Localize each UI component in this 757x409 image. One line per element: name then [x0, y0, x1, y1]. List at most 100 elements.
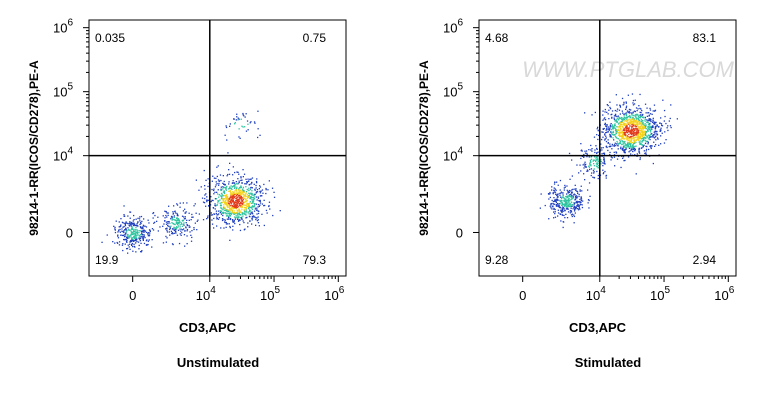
event-dot	[240, 217, 243, 219]
event-dot	[621, 116, 623, 119]
event-dot	[131, 233, 134, 236]
event-dot	[253, 197, 255, 200]
event-dot	[556, 199, 558, 201]
event-dot	[624, 117, 626, 119]
event-dot	[625, 101, 627, 103]
event-dot	[125, 240, 128, 242]
event-dot	[257, 210, 259, 212]
event-dot	[257, 136, 259, 139]
event-dot	[144, 230, 146, 232]
event-dot	[259, 199, 261, 202]
event-dot	[241, 204, 243, 207]
event-dot	[655, 121, 657, 124]
event-dot	[621, 137, 624, 139]
event-dot	[629, 142, 631, 144]
event-dot	[240, 202, 242, 204]
event-dot	[563, 189, 565, 191]
event-dot	[119, 225, 121, 228]
event-dot	[641, 114, 644, 116]
event-dot	[166, 216, 168, 218]
event-dot	[624, 141, 626, 143]
event-dot	[572, 208, 574, 210]
event-dot	[224, 221, 226, 223]
event-dot	[551, 208, 553, 210]
event-dot	[619, 132, 621, 134]
event-dot	[605, 132, 607, 134]
event-dot	[562, 200, 564, 202]
event-dot	[154, 221, 156, 223]
event-dot	[242, 186, 245, 188]
event-dot	[641, 119, 643, 122]
event-dot	[616, 118, 618, 120]
event-dot	[204, 197, 206, 200]
event-dot	[648, 119, 650, 121]
event-dot	[564, 203, 566, 205]
event-dot	[597, 166, 599, 169]
event-dot	[224, 201, 226, 203]
event-dot	[571, 159, 573, 161]
event-dot	[127, 244, 129, 246]
event-dot	[641, 110, 643, 112]
event-dot	[560, 200, 562, 203]
event-dot	[240, 196, 242, 198]
event-dot	[642, 124, 644, 126]
event-dot	[247, 204, 249, 206]
event-dot	[255, 196, 257, 198]
event-dot	[627, 142, 629, 144]
event-dot	[632, 112, 634, 114]
event-dot	[608, 118, 610, 120]
event-dot	[114, 226, 116, 229]
event-dot	[604, 111, 606, 113]
event-dot	[235, 212, 237, 215]
event-dot	[189, 231, 191, 233]
event-dot	[238, 136, 240, 138]
event-dot	[625, 118, 628, 120]
event-dot	[193, 205, 195, 207]
event-dot	[639, 158, 641, 161]
event-dot	[152, 212, 155, 214]
event-dot	[621, 140, 623, 142]
event-dot	[615, 130, 618, 132]
event-dot	[565, 195, 567, 198]
event-dot	[129, 211, 132, 213]
event-dot	[597, 130, 599, 132]
event-dot	[159, 226, 161, 228]
event-dot	[646, 140, 648, 142]
event-dot	[234, 201, 237, 204]
event-dot	[145, 244, 148, 246]
event-dot	[567, 208, 569, 210]
event-dot	[613, 117, 615, 119]
event-dot	[273, 196, 276, 198]
event-dot	[237, 200, 239, 203]
event-dot	[122, 226, 124, 228]
event-dot	[244, 197, 246, 200]
event-dot	[634, 115, 636, 117]
event-dot	[242, 191, 244, 193]
event-dot	[611, 133, 613, 135]
event-dot	[618, 133, 621, 135]
event-dot	[653, 122, 655, 124]
event-dot	[216, 225, 218, 227]
event-dot	[191, 230, 193, 232]
event-dot	[568, 201, 570, 203]
event-dot	[634, 99, 636, 101]
event-dot	[596, 170, 598, 173]
event-dot	[632, 130, 634, 132]
event-dot	[117, 237, 120, 239]
event-dot	[179, 228, 181, 230]
event-dot	[625, 105, 628, 107]
event-dot	[635, 131, 638, 133]
event-dot	[579, 198, 581, 201]
event-dot	[644, 126, 647, 128]
event-dot	[202, 201, 205, 203]
event-dot	[238, 190, 240, 193]
event-dot	[232, 191, 234, 193]
event-dot	[561, 202, 563, 205]
event-dot	[191, 236, 193, 239]
event-dot	[210, 196, 212, 198]
event-dot	[271, 187, 274, 189]
event-dot	[135, 224, 137, 226]
event-dot	[638, 132, 640, 135]
event-dot	[204, 188, 206, 190]
event-dot	[622, 132, 624, 134]
